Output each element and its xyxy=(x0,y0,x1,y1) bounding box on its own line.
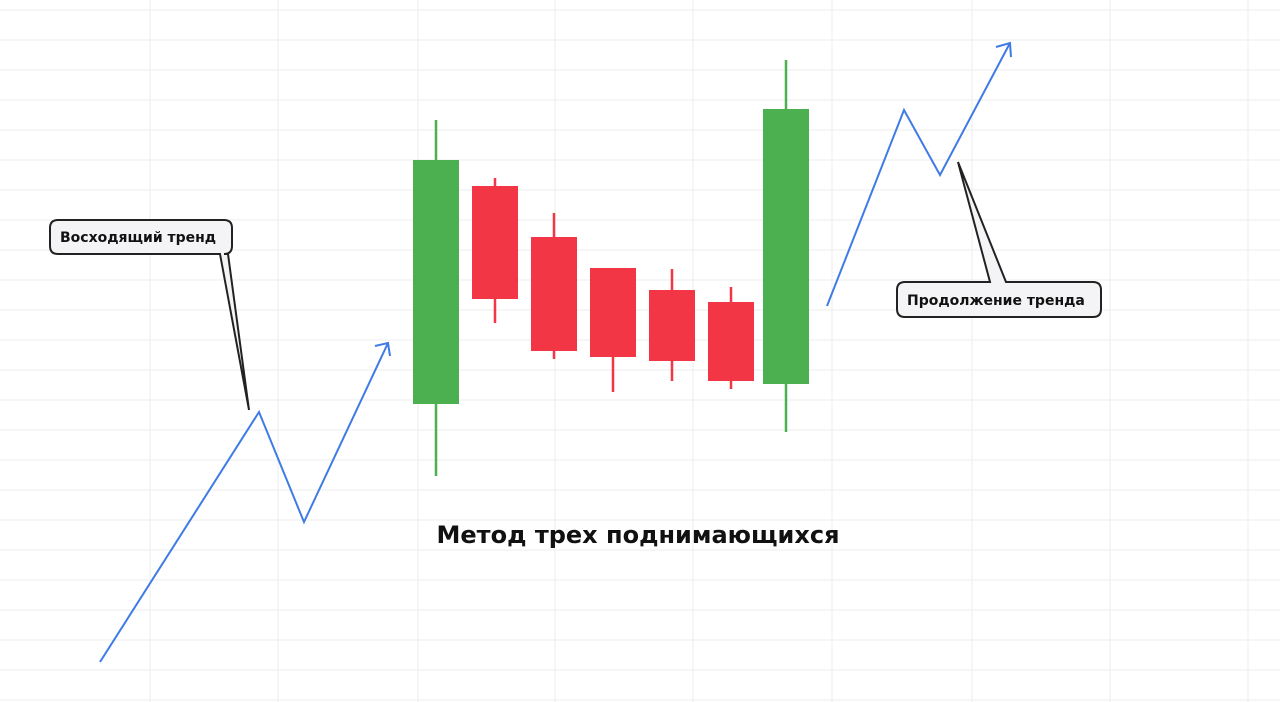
bullish-candle xyxy=(763,60,809,432)
bullish-candle xyxy=(413,120,459,476)
bearish-candle xyxy=(472,178,518,323)
candlesticks xyxy=(413,60,809,476)
candle-body xyxy=(763,109,809,384)
callout-continuation: Продолжение тренда xyxy=(896,161,1102,318)
callout-uptrend: Восходящий тренд xyxy=(49,219,250,411)
candle-body xyxy=(531,237,577,351)
candle-body xyxy=(708,302,754,381)
bearish-candle xyxy=(531,213,577,359)
continuation-line xyxy=(826,41,1012,307)
candle-body xyxy=(413,160,459,404)
bearish-candle xyxy=(708,287,754,389)
candle-body xyxy=(649,290,695,361)
bearish-candle xyxy=(649,269,695,381)
callout-continuation-label: Продолжение тренда xyxy=(907,293,1085,309)
callout-uptrend-label: Восходящий тренд xyxy=(60,230,216,246)
arrow-head-icon xyxy=(374,341,391,357)
candle-body xyxy=(472,186,518,299)
diagram-title: Метод трех поднимающихся xyxy=(437,521,840,549)
arrow-head-icon xyxy=(995,41,1012,58)
candle-body xyxy=(590,268,636,357)
bearish-candle xyxy=(590,268,636,392)
uptrend-line xyxy=(99,341,391,663)
